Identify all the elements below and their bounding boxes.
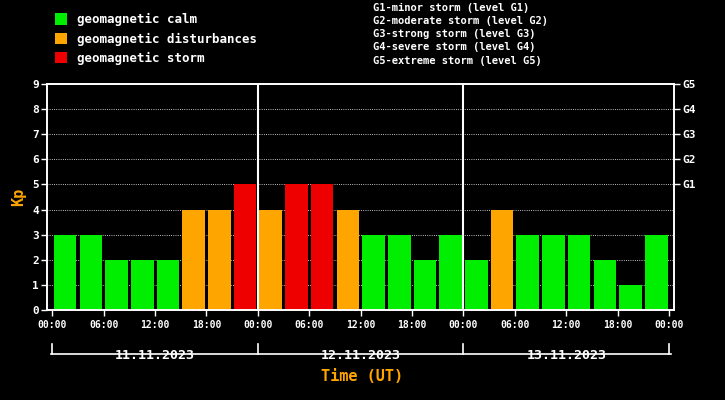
Bar bbox=[542, 235, 565, 310]
Bar bbox=[645, 235, 668, 310]
Bar bbox=[285, 184, 307, 310]
Bar bbox=[105, 260, 128, 310]
Y-axis label: Kp: Kp bbox=[12, 188, 27, 206]
Legend: geomagnetic calm, geomagnetic disturbances, geomagnetic storm: geomagnetic calm, geomagnetic disturbanc… bbox=[50, 8, 262, 70]
Text: G1-minor storm (level G1)
G2-moderate storm (level G2)
G3-strong storm (level G3: G1-minor storm (level G1) G2-moderate st… bbox=[373, 3, 548, 66]
Bar bbox=[182, 210, 205, 310]
Text: Time (UT): Time (UT) bbox=[321, 369, 404, 384]
Bar bbox=[568, 235, 590, 310]
Bar bbox=[594, 260, 616, 310]
Text: 11.11.2023: 11.11.2023 bbox=[115, 349, 195, 362]
Text: 12.11.2023: 12.11.2023 bbox=[320, 349, 401, 362]
Bar bbox=[233, 184, 257, 310]
Bar bbox=[619, 285, 642, 310]
Bar bbox=[311, 184, 334, 310]
Bar bbox=[260, 210, 282, 310]
Text: 13.11.2023: 13.11.2023 bbox=[526, 349, 606, 362]
Bar bbox=[414, 260, 436, 310]
Bar bbox=[388, 235, 410, 310]
Bar bbox=[80, 235, 102, 310]
Bar bbox=[491, 210, 513, 310]
Bar bbox=[336, 210, 359, 310]
Bar bbox=[208, 210, 231, 310]
Bar bbox=[131, 260, 154, 310]
Bar bbox=[362, 235, 385, 310]
Bar bbox=[516, 235, 539, 310]
Bar bbox=[439, 235, 462, 310]
Bar bbox=[465, 260, 488, 310]
Bar bbox=[54, 235, 76, 310]
Bar bbox=[157, 260, 179, 310]
